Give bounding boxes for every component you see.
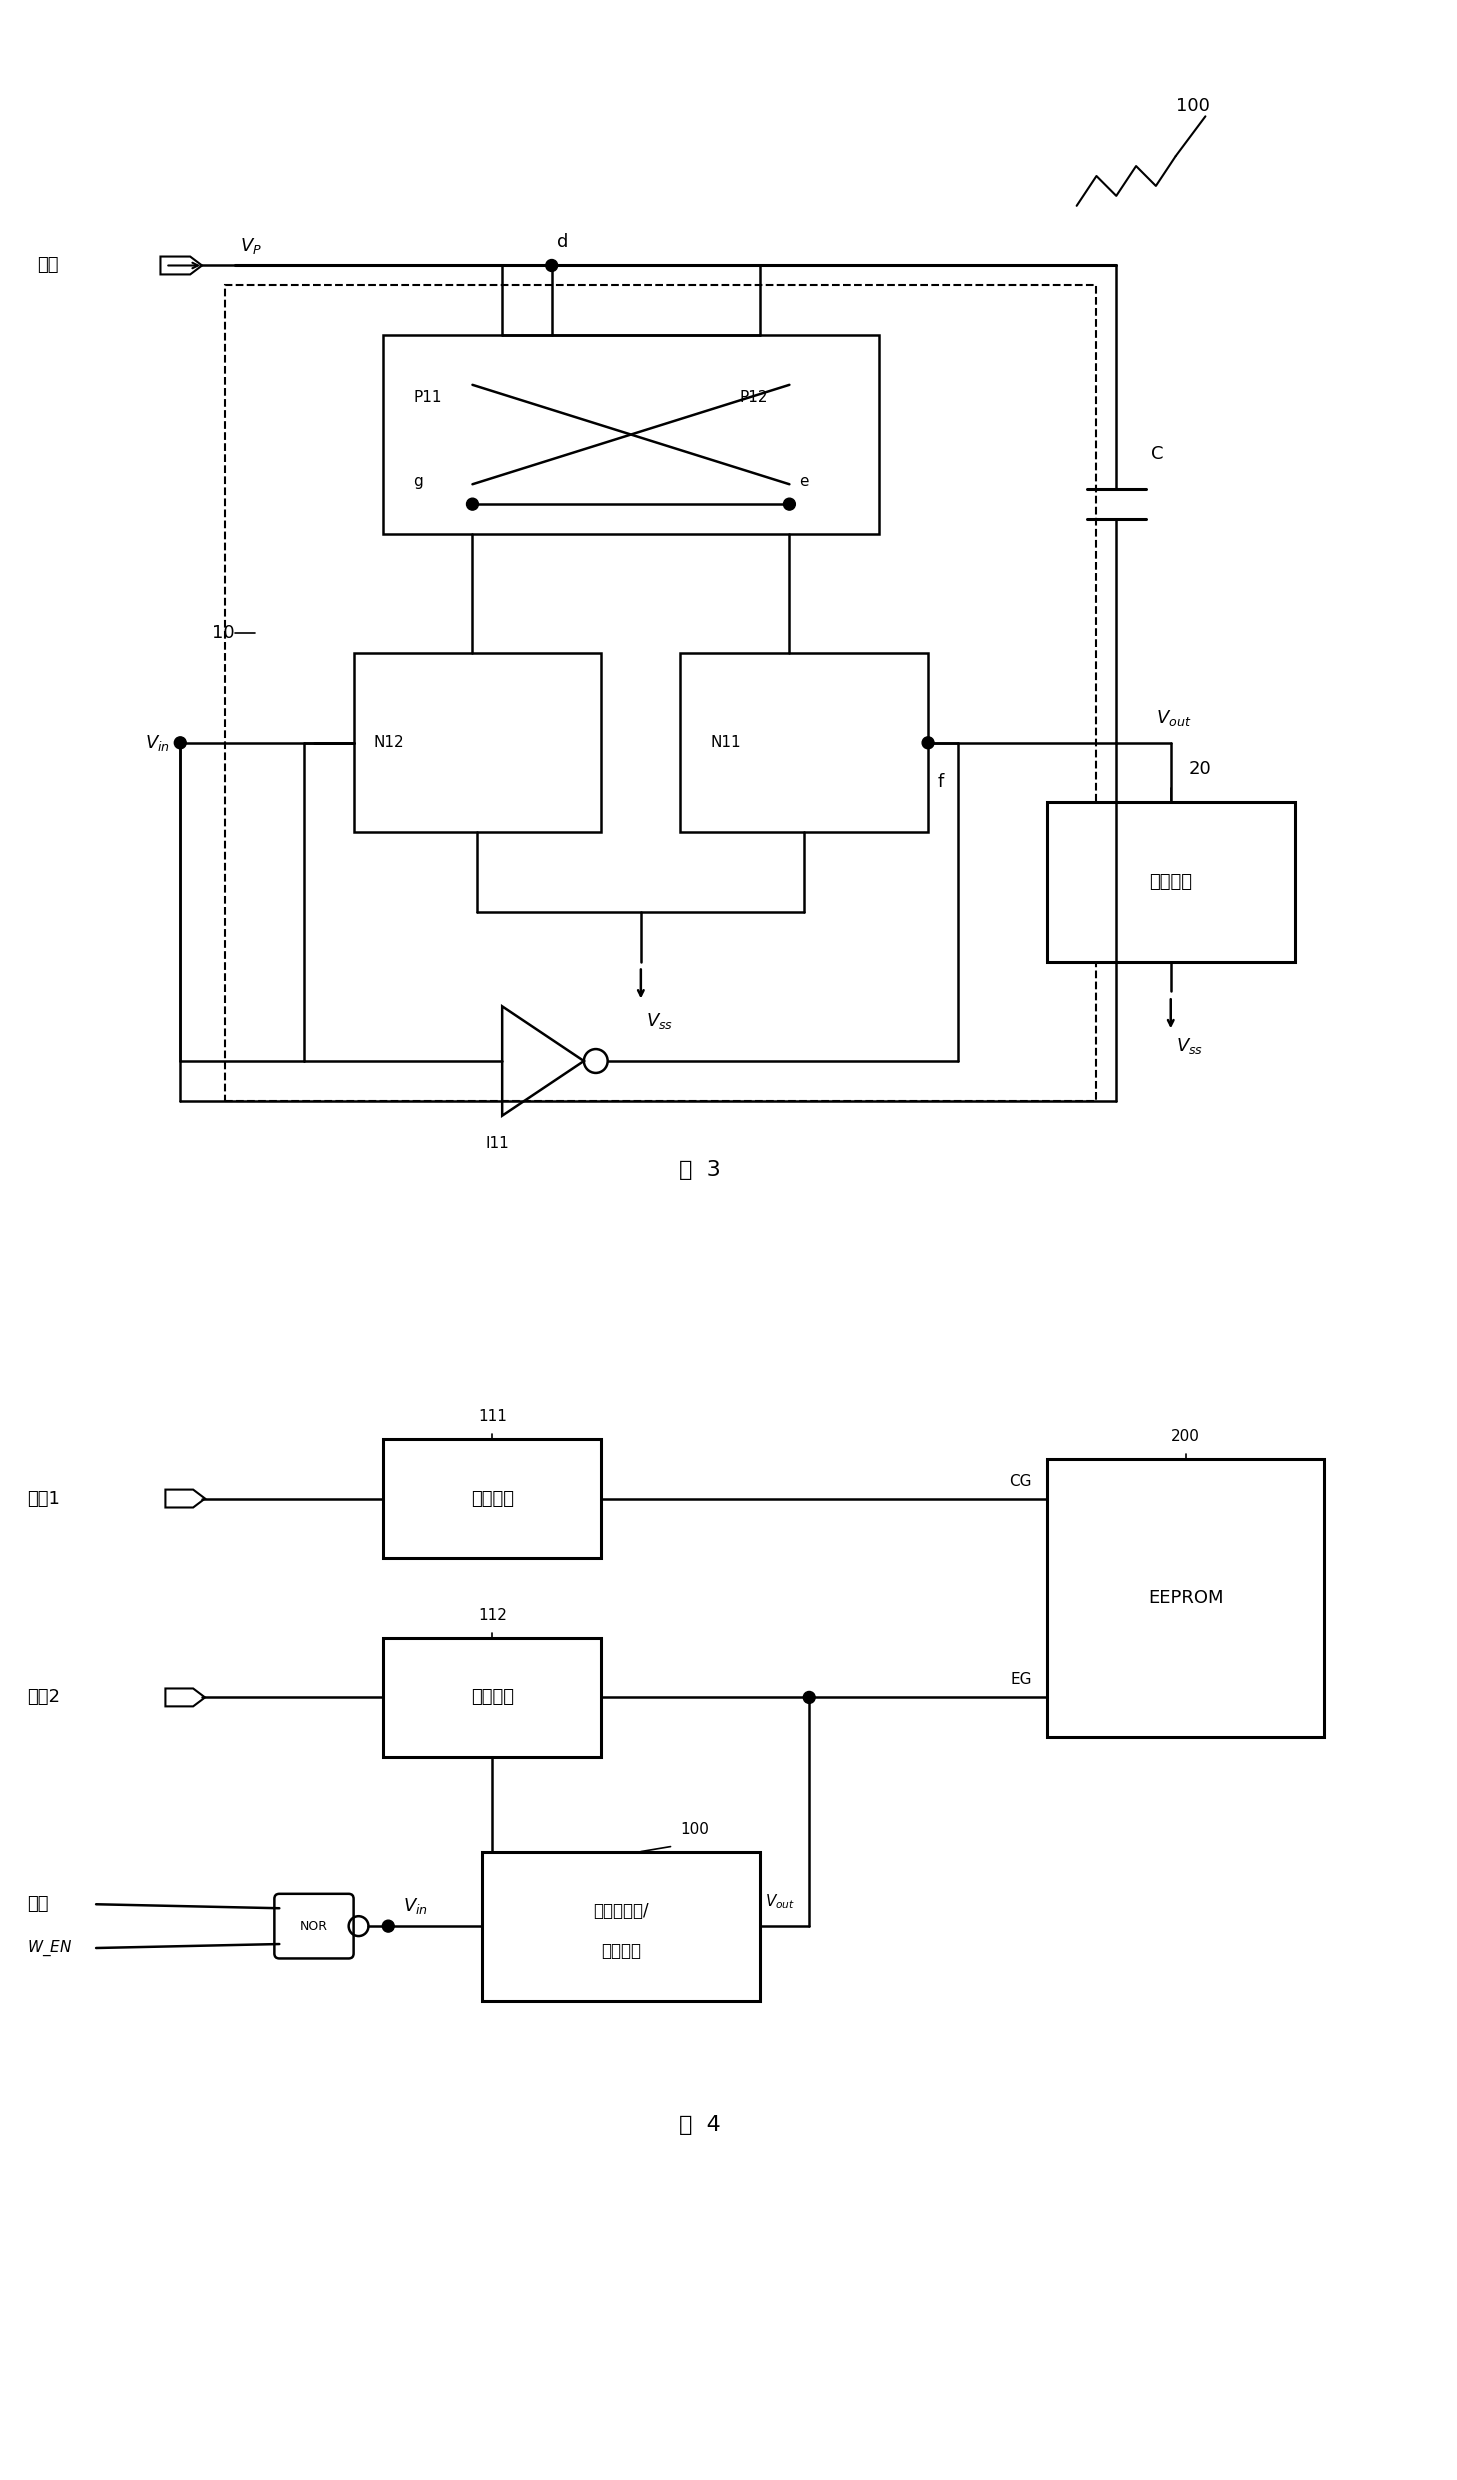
Bar — [1048, 1458, 1324, 1736]
FancyBboxPatch shape — [274, 1895, 354, 1959]
Bar — [354, 652, 602, 833]
Text: $V_{in}$: $V_{in}$ — [146, 732, 170, 754]
Text: C: C — [1151, 446, 1164, 464]
Bar — [482, 1853, 759, 2001]
Text: d: d — [557, 233, 568, 250]
Text: $V_{ss}$: $V_{ss}$ — [1176, 1037, 1203, 1056]
Text: $V_{in}$: $V_{in}$ — [404, 1897, 428, 1917]
Text: $V_{ss}$: $V_{ss}$ — [645, 1012, 673, 1032]
Text: 第一开关: 第一开关 — [471, 1490, 514, 1508]
Text: NOR: NOR — [300, 1920, 328, 1932]
Circle shape — [175, 737, 186, 749]
Circle shape — [382, 1920, 395, 1932]
Text: 压降电路: 压降电路 — [1150, 873, 1192, 890]
Text: 图  3: 图 3 — [679, 1161, 721, 1180]
Text: $W\_EN$: $W\_EN$ — [26, 1939, 71, 1957]
Text: 200: 200 — [1171, 1428, 1201, 1443]
Text: $V_{out}$: $V_{out}$ — [765, 1892, 796, 1912]
Text: N11: N11 — [710, 734, 740, 751]
Text: P11: P11 — [412, 389, 441, 404]
FancyArrow shape — [166, 1490, 205, 1508]
Text: 衬垫: 衬垫 — [36, 255, 58, 275]
Bar — [383, 335, 879, 533]
Circle shape — [546, 260, 558, 270]
Text: 籍位电路: 籍位电路 — [602, 1942, 641, 1959]
FancyArrow shape — [166, 1689, 205, 1706]
Circle shape — [466, 498, 478, 511]
Bar — [680, 652, 928, 833]
Text: 10: 10 — [213, 625, 235, 642]
Text: CG: CG — [1010, 1473, 1032, 1488]
Text: 112: 112 — [478, 1607, 507, 1622]
Text: e: e — [800, 474, 809, 489]
Text: EG: EG — [1011, 1672, 1032, 1686]
Text: $V_P$: $V_P$ — [240, 236, 262, 255]
Circle shape — [922, 737, 934, 749]
Text: 衬垫2: 衬垫2 — [26, 1689, 60, 1706]
Text: N12: N12 — [373, 734, 404, 751]
Text: g: g — [412, 474, 423, 489]
Bar — [383, 1438, 602, 1557]
Text: 100: 100 — [680, 1823, 710, 1838]
Bar — [224, 285, 1097, 1101]
Text: 图  4: 图 4 — [679, 2115, 721, 2135]
Circle shape — [803, 1691, 814, 1704]
Bar — [383, 1637, 602, 1758]
Text: 111: 111 — [478, 1409, 507, 1424]
Text: 100: 100 — [1176, 97, 1209, 117]
Text: I11: I11 — [485, 1136, 508, 1151]
Text: 20: 20 — [1189, 759, 1212, 779]
Text: 电平移动器/: 电平移动器/ — [593, 1902, 648, 1920]
Text: P12: P12 — [740, 389, 768, 404]
Text: $V_{out}$: $V_{out}$ — [1155, 707, 1192, 729]
Text: EEPROM: EEPROM — [1148, 1590, 1224, 1607]
Text: 衬垫1: 衬垫1 — [26, 1490, 60, 1508]
Circle shape — [784, 498, 796, 511]
Bar — [1048, 804, 1295, 962]
Text: 数据: 数据 — [26, 1895, 48, 1912]
Text: 第二开关: 第二开关 — [471, 1689, 514, 1706]
Text: f: f — [938, 774, 944, 791]
FancyArrow shape — [160, 255, 203, 275]
